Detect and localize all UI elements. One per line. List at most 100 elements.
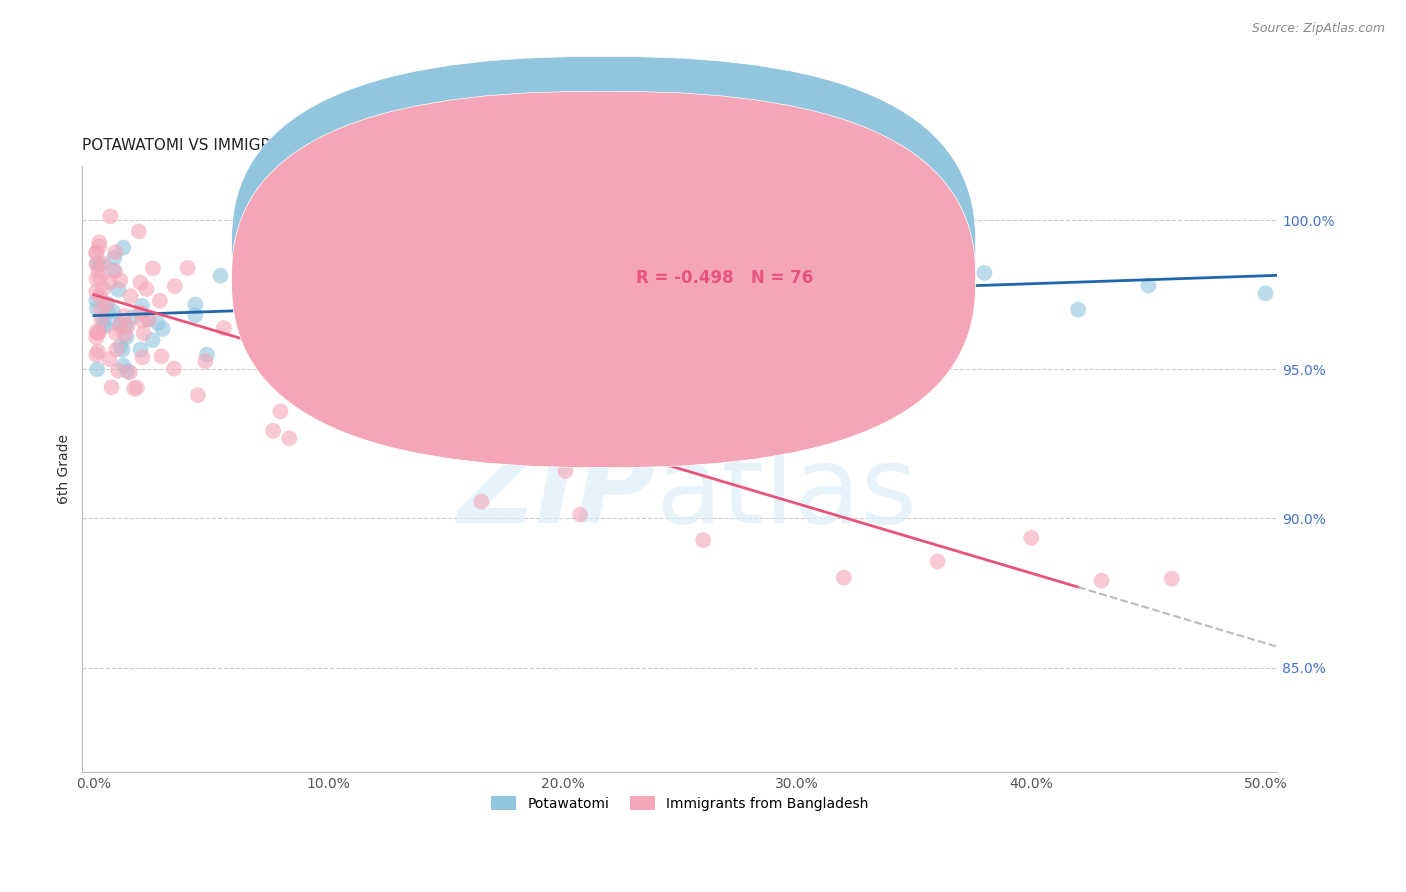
Point (100, 380, 122, 394)
Point (86, 245, 108, 260)
Point (131, 299, 153, 313)
Point (645, 343, 668, 357)
Point (87, 344, 110, 359)
Point (117, 364, 139, 378)
Point (129, 276, 152, 290)
Point (195, 348, 218, 362)
Point (685, 293, 707, 308)
Point (150, 350, 173, 364)
Point (120, 289, 142, 303)
Y-axis label: 6th Grade: 6th Grade (58, 434, 72, 504)
Point (86, 285, 108, 299)
Point (105, 343, 128, 357)
Point (89, 239, 111, 253)
Point (89, 258, 111, 272)
Point (1067, 302, 1090, 317)
Point (103, 251, 125, 265)
Point (114, 328, 136, 343)
Point (91, 282, 114, 296)
Point (86, 245, 108, 260)
Point (274, 309, 297, 323)
Point (89, 235, 111, 250)
Point (1324, 227, 1347, 242)
Text: Source: ZipAtlas.com: Source: ZipAtlas.com (1251, 22, 1385, 36)
Point (264, 280, 287, 294)
Point (96, 297, 118, 311)
Point (209, 268, 232, 283)
Point (117, 319, 139, 334)
Point (973, 266, 995, 280)
Point (112, 359, 135, 373)
Point (652, 262, 675, 277)
Point (184, 298, 207, 312)
Point (89, 271, 111, 285)
Point (93, 317, 115, 331)
Point (86, 362, 108, 376)
Point (135, 282, 157, 296)
Point (278, 431, 301, 445)
Point (86, 257, 108, 271)
Point (269, 404, 291, 418)
Point (131, 313, 153, 327)
Point (86, 256, 108, 270)
Point (118, 365, 141, 379)
Point (86, 271, 108, 285)
Text: POTAWATOMI VS IMMIGRANTS FROM BANGLADESH 6TH GRADE CORRELATION CHART: POTAWATOMI VS IMMIGRANTS FROM BANGLADESH… (83, 137, 735, 153)
Point (361, 328, 384, 343)
Point (132, 326, 155, 341)
Point (93, 312, 115, 326)
Point (86, 325, 108, 339)
Point (131, 351, 153, 365)
Point (832, 571, 855, 585)
Point (766, 266, 789, 280)
Point (100, 210, 122, 224)
Point (138, 312, 160, 326)
Point (163, 279, 186, 293)
FancyBboxPatch shape (567, 218, 846, 300)
Point (110, 273, 132, 287)
Point (103, 263, 125, 277)
Point (86, 293, 108, 308)
FancyBboxPatch shape (232, 56, 976, 433)
Point (136, 312, 159, 326)
Point (121, 310, 143, 325)
Point (110, 339, 132, 353)
Point (176, 260, 198, 275)
Point (1019, 531, 1042, 545)
Point (396, 255, 419, 269)
Point (557, 336, 579, 351)
Point (87, 326, 110, 340)
Point (90, 302, 112, 317)
Point (129, 343, 152, 357)
Point (110, 316, 132, 330)
Point (87, 264, 110, 278)
Point (90, 313, 112, 327)
Point (692, 533, 714, 548)
Point (129, 305, 152, 319)
Point (1090, 574, 1112, 588)
Point (86, 301, 108, 316)
Point (104, 264, 127, 278)
Point (98, 352, 121, 367)
Point (141, 333, 163, 347)
Text: R =  0.399   N = 50: R = 0.399 N = 50 (636, 235, 811, 252)
Point (108, 318, 131, 333)
Point (194, 354, 217, 368)
Text: R = -0.498   N = 76: R = -0.498 N = 76 (636, 269, 813, 287)
Point (554, 464, 576, 478)
Point (97, 305, 120, 319)
Point (360, 342, 382, 356)
Point (107, 363, 129, 377)
Point (1301, 276, 1323, 290)
Point (96, 297, 118, 311)
Point (243, 286, 266, 301)
Point (115, 330, 138, 344)
Point (104, 245, 127, 260)
Point (262, 424, 284, 438)
Point (212, 321, 235, 335)
Text: atlas: atlas (655, 441, 918, 547)
Point (142, 261, 165, 276)
Point (152, 322, 174, 336)
Point (280, 301, 302, 315)
Point (187, 388, 209, 402)
